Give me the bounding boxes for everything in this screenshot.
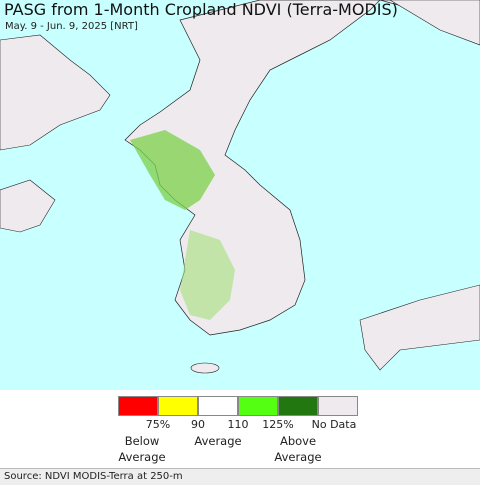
title: PASG from 1-Month Cropland NDVI (Terra-M…	[4, 0, 398, 19]
legend-tick: 75%	[145, 418, 171, 431]
legend-tick: 110	[227, 418, 249, 431]
legend-tick: 125%	[262, 418, 294, 431]
vegetation-south	[180, 230, 235, 320]
legend-swatch	[158, 396, 198, 416]
land-china-shandong	[0, 179, 56, 233]
legend-swatch	[318, 396, 358, 416]
legend-label: Average	[194, 434, 242, 448]
map	[0, 0, 480, 390]
subtitle: May. 9 - Jun. 9, 2025 [NRT]	[5, 21, 138, 32]
legend-swatch	[198, 396, 238, 416]
land-china-north	[0, 34, 111, 151]
legend-swatch	[278, 396, 318, 416]
land-russia	[389, 0, 480, 46]
legend-label: Below Average	[118, 434, 166, 464]
land-japan	[359, 284, 480, 371]
legend-swatch	[118, 396, 158, 416]
legend-tick: 90	[191, 418, 205, 431]
land-jeju	[190, 362, 220, 374]
footer: Source: NDVI MODIS-Terra at 250-m	[0, 468, 480, 485]
legend-swatch	[238, 396, 278, 416]
legend-tick: No Data	[311, 418, 357, 431]
source: Source: NDVI MODIS-Terra at 250-m	[4, 471, 183, 482]
legend-label: Above Average	[274, 434, 322, 464]
vegetation-north	[130, 130, 215, 210]
